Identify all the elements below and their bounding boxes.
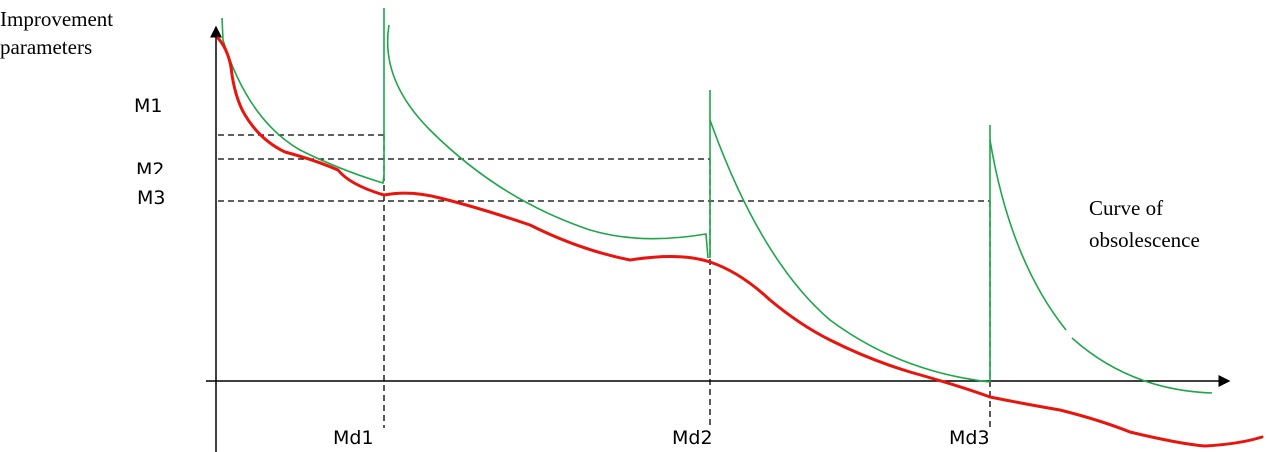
curve-label: Curve of obsolescence bbox=[1089, 196, 1200, 252]
model-curve-2 bbox=[386, 24, 709, 259]
m1-label: M1 bbox=[134, 95, 163, 117]
curve-label-line-1: Curve of bbox=[1089, 196, 1164, 220]
md3-label: Md3 bbox=[949, 427, 990, 449]
curve-label-line-2: obsolescence bbox=[1089, 228, 1200, 253]
m3-label: M3 bbox=[137, 187, 166, 209]
y-axis-label-line-2: parameters bbox=[0, 35, 93, 60]
obsolescence-curve bbox=[216, 36, 1264, 448]
model-curve-4b bbox=[1071, 337, 1213, 394]
guide-lines bbox=[218, 134, 991, 428]
model-curve-4 bbox=[989, 139, 1067, 331]
model-curve-3 bbox=[709, 119, 991, 383]
model-curves bbox=[221, 8, 1213, 394]
y-axis-label: Improvement parameters bbox=[0, 7, 113, 59]
md1-label: Md1 bbox=[333, 427, 374, 449]
md2-label: Md2 bbox=[672, 427, 713, 449]
m2-label: M2 bbox=[136, 160, 165, 174]
y-axis-label-line-1: Improvement bbox=[0, 7, 114, 31]
model-curve-1 bbox=[221, 17, 385, 185]
